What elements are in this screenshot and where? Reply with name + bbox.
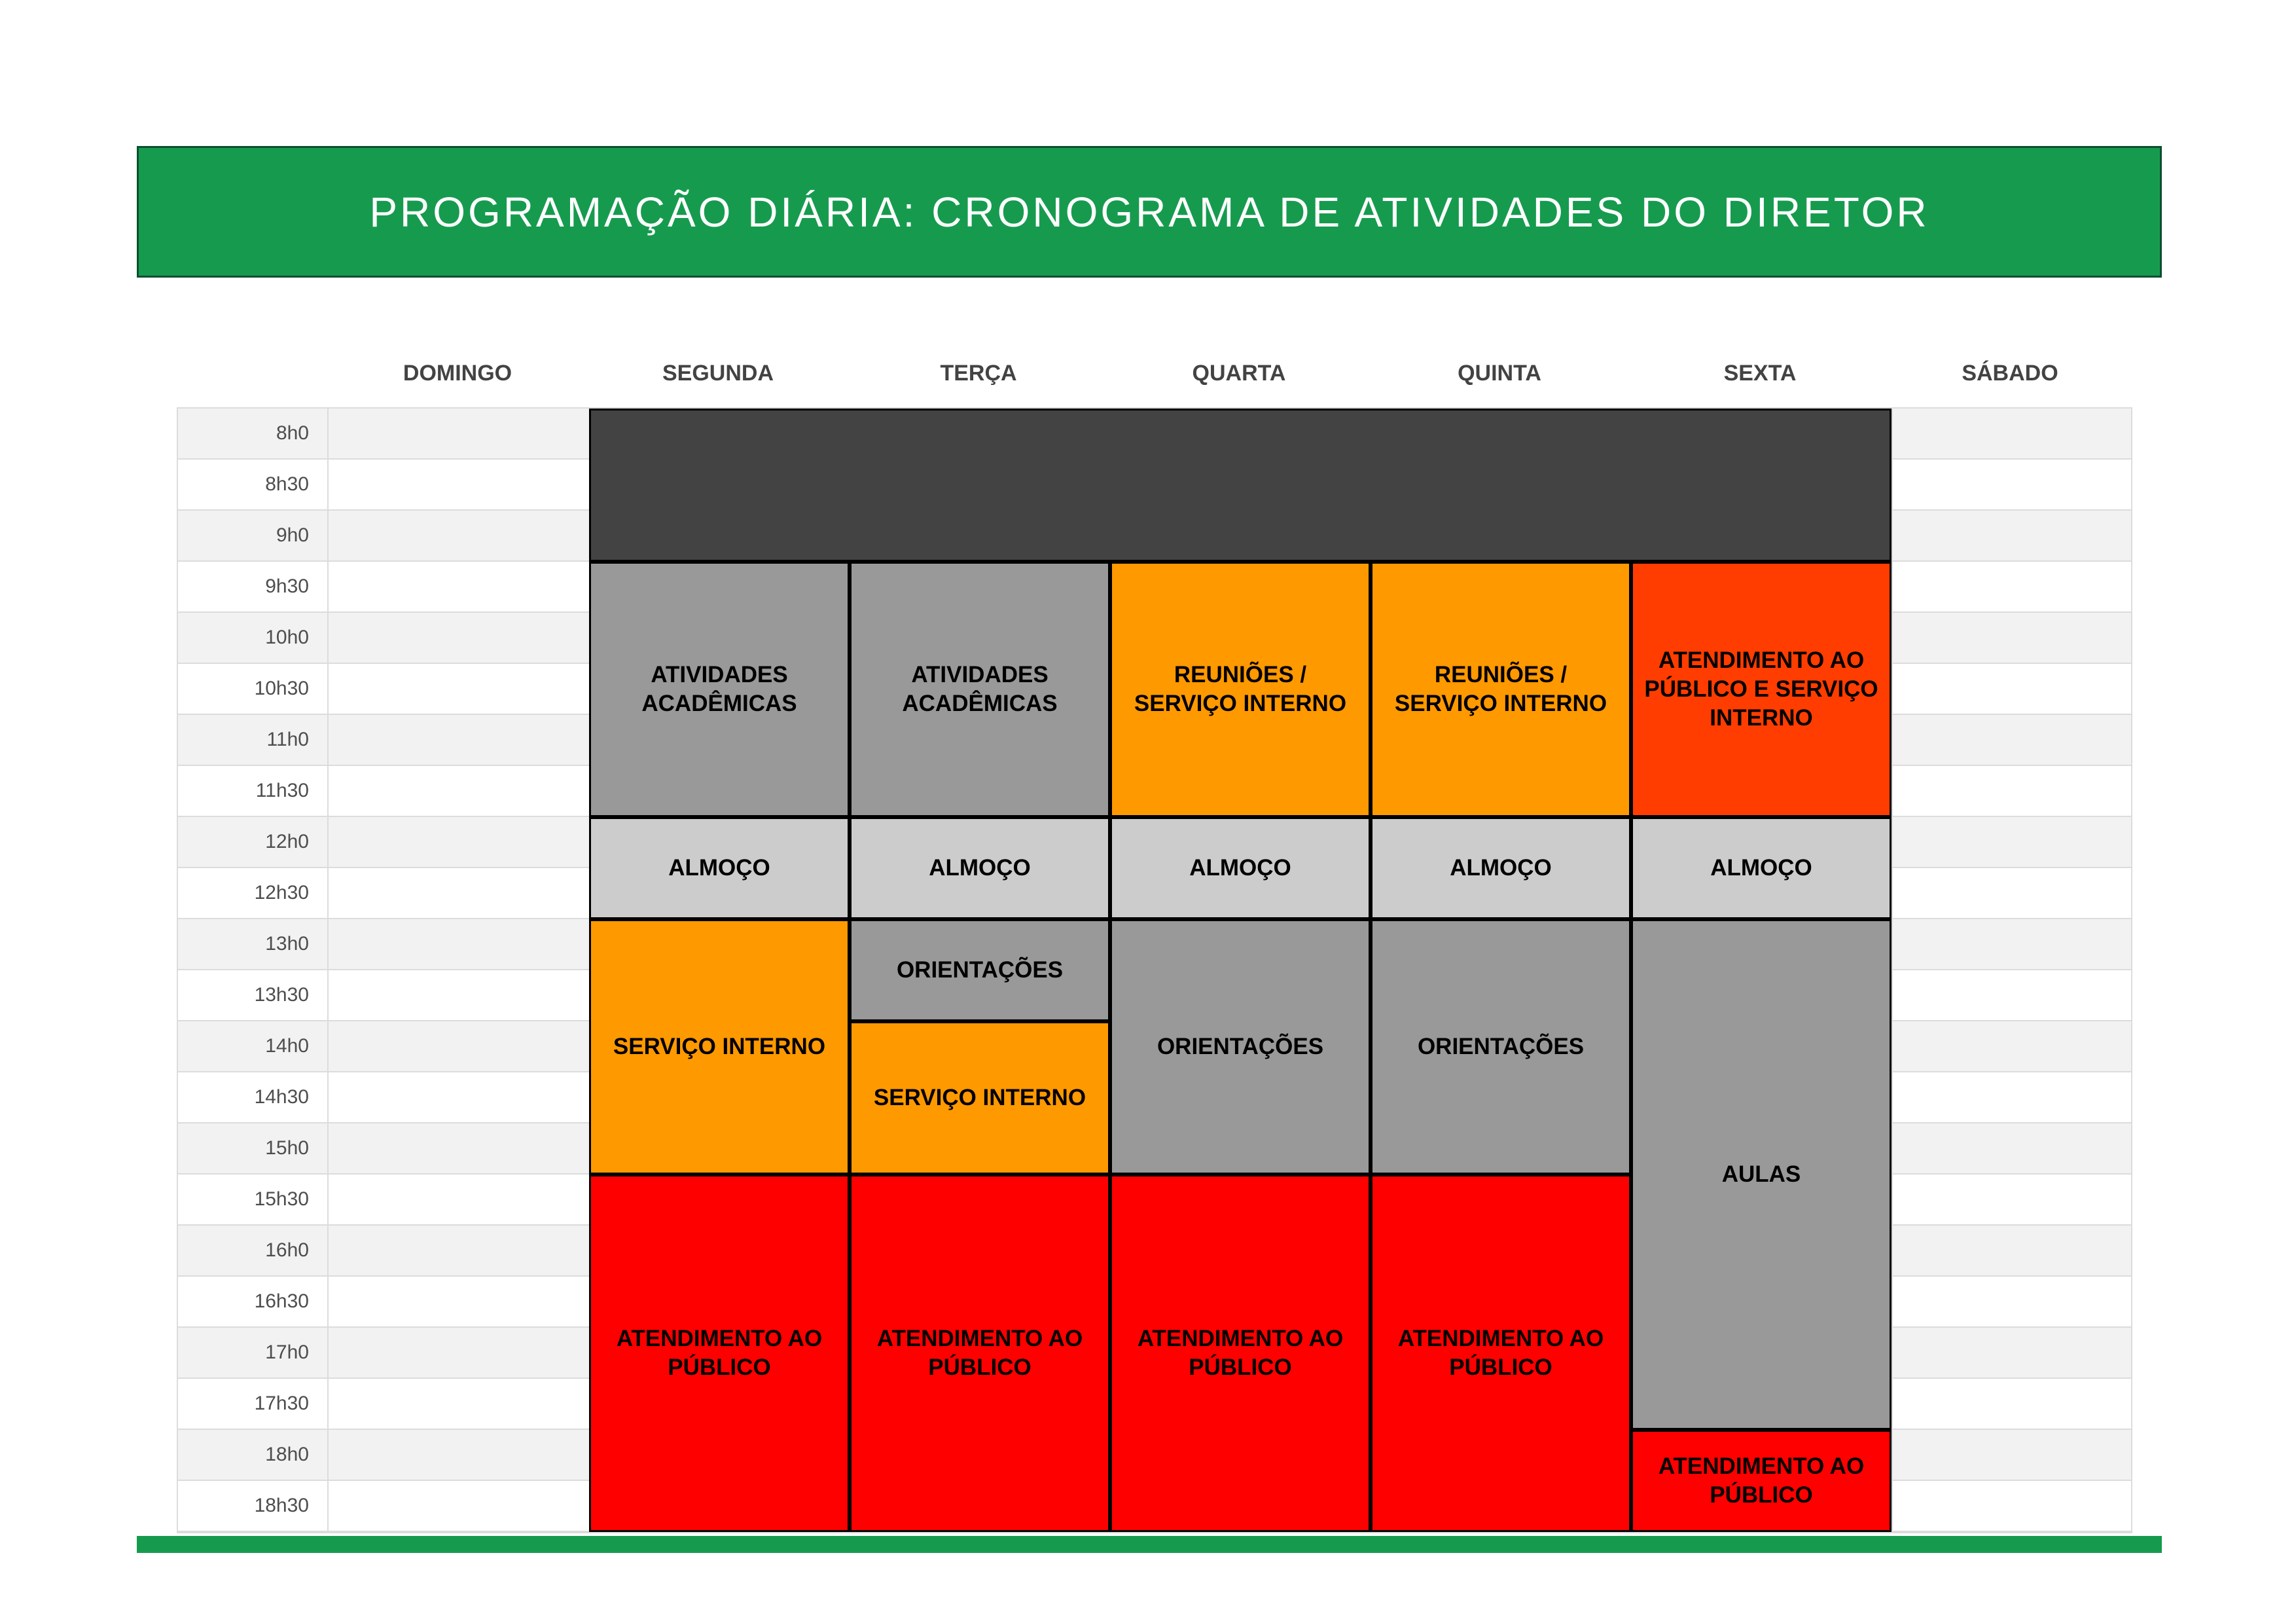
time-label: 9h30 bbox=[265, 575, 309, 597]
time-label: 12h30 bbox=[254, 882, 309, 903]
block-terca-orientacoes: ORIENTAÇÕES bbox=[850, 919, 1110, 1021]
day-header-quarta: QUARTA bbox=[1192, 360, 1286, 386]
column-divider bbox=[327, 409, 329, 1532]
block-quinta-reunioes-servico-interno: REUNIÕES / SERVIÇO INTERNO bbox=[1371, 562, 1631, 817]
time-label: 11h0 bbox=[266, 729, 309, 750]
block-segunda-atividades-academicas: ATIVIDADES ACADÊMICAS bbox=[589, 562, 850, 817]
time-label: 18h30 bbox=[254, 1495, 309, 1516]
block-segunda-almoco: ALMOÇO bbox=[589, 817, 850, 919]
block-quarta-reunioes-servico-interno: REUNIÕES / SERVIÇO INTERNO bbox=[1110, 562, 1371, 817]
column-divider bbox=[1892, 409, 1893, 1532]
time-label: 17h0 bbox=[265, 1341, 309, 1363]
time-label: 15h30 bbox=[254, 1188, 309, 1210]
time-label: 14h30 bbox=[254, 1086, 309, 1108]
time-label: 13h30 bbox=[254, 984, 309, 1006]
time-label: 14h0 bbox=[265, 1035, 309, 1057]
block-sexta-almoco: ALMOÇO bbox=[1631, 817, 1892, 919]
block-sexta-atendimento-publico: ATENDIMENTO AO PÚBLICO bbox=[1631, 1430, 1892, 1532]
time-label: 15h0 bbox=[265, 1137, 309, 1159]
block-weekdays-blocked-morning bbox=[589, 409, 1892, 562]
block-quarta-almoco: ALMOÇO bbox=[1110, 817, 1371, 919]
footer-accent-bar bbox=[137, 1536, 2162, 1553]
block-sexta-atendimento-publico-servico-interno: ATENDIMENTO AO PÚBLICO E SERVIÇO INTERNO bbox=[1631, 562, 1892, 817]
time-label: 16h0 bbox=[265, 1239, 309, 1261]
time-label: 16h30 bbox=[254, 1290, 309, 1312]
day-header-domingo: DOMINGO bbox=[403, 360, 512, 386]
block-segunda-servico-interno: SERVIÇO INTERNO bbox=[589, 919, 850, 1175]
time-label: 17h30 bbox=[254, 1393, 309, 1414]
block-quinta-almoco: ALMOÇO bbox=[1371, 817, 1631, 919]
schedule-grid: 8h0 8h30 9h0 9h30 10h0 10h30 11h0 11h30 … bbox=[177, 407, 2132, 1533]
block-quarta-orientacoes: ORIENTAÇÕES bbox=[1110, 919, 1371, 1175]
time-label: 8h0 bbox=[276, 422, 309, 444]
time-label: 10h0 bbox=[265, 627, 309, 648]
block-terca-atividades-academicas: ATIVIDADES ACADÊMICAS bbox=[850, 562, 1110, 817]
day-header-sabado: SÁBADO bbox=[1962, 360, 2058, 386]
block-quinta-orientacoes: ORIENTAÇÕES bbox=[1371, 919, 1631, 1175]
block-quarta-atendimento-publico: ATENDIMENTO AO PÚBLICO bbox=[1110, 1175, 1371, 1532]
block-segunda-atendimento-publico: ATENDIMENTO AO PÚBLICO bbox=[589, 1175, 850, 1532]
time-label: 9h0 bbox=[276, 524, 309, 546]
day-header-quinta: QUINTA bbox=[1458, 360, 1541, 386]
time-label: 11h30 bbox=[255, 780, 309, 801]
block-terca-servico-interno: SERVIÇO INTERNO bbox=[850, 1021, 1110, 1175]
time-label: 12h0 bbox=[265, 831, 309, 852]
time-label: 18h0 bbox=[265, 1444, 309, 1465]
time-label: 8h30 bbox=[265, 473, 309, 495]
page-title: PROGRAMAÇÃO DIÁRIA: CRONOGRAMA DE ATIVID… bbox=[369, 188, 1929, 236]
block-terca-almoco: ALMOÇO bbox=[850, 817, 1110, 919]
day-header-sexta: SEXTA bbox=[1723, 360, 1797, 386]
title-bar: PROGRAMAÇÃO DIÁRIA: CRONOGRAMA DE ATIVID… bbox=[137, 146, 2162, 278]
time-label: 10h30 bbox=[254, 678, 309, 699]
block-quinta-atendimento-publico: ATENDIMENTO AO PÚBLICO bbox=[1371, 1175, 1631, 1532]
block-terca-atendimento-publico: ATENDIMENTO AO PÚBLICO bbox=[850, 1175, 1110, 1532]
time-label: 13h0 bbox=[265, 933, 309, 955]
day-header-segunda: SEGUNDA bbox=[662, 360, 774, 386]
block-sexta-aulas: AULAS bbox=[1631, 919, 1892, 1430]
day-header-terca: TERÇA bbox=[940, 360, 1017, 386]
